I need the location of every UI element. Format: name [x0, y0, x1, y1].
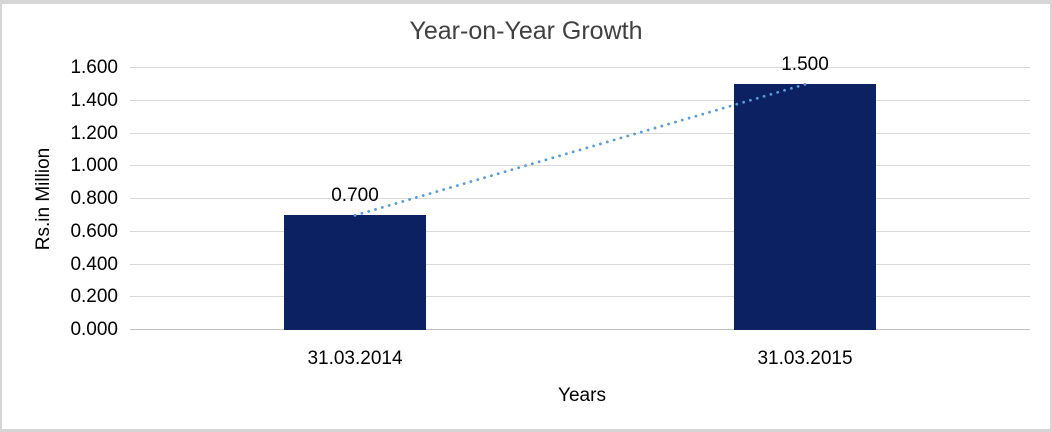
y-tick-label: 0.800: [70, 188, 118, 209]
x-tick-label: 31.03.2014: [307, 348, 403, 369]
bar-31.03.2014: [284, 215, 426, 330]
gridline: [130, 165, 1030, 167]
y-tick-label: 0.400: [70, 253, 118, 275]
gridline: [130, 230, 1030, 232]
y-tick-label: 0.200: [70, 286, 118, 308]
x-axis-line: [130, 329, 1030, 330]
y-tick-label: 0.000: [70, 319, 118, 340]
y-tick-label: 1.600: [70, 57, 118, 78]
bar-31.03.2015: [734, 84, 876, 330]
y-tick-label: 1.000: [70, 155, 118, 177]
y-tick-label: 1.200: [70, 122, 118, 144]
data-label: 1.500: [781, 54, 829, 75]
gridline: [130, 296, 1030, 298]
chart-title: Year-on-Year Growth: [409, 17, 643, 45]
x-tick-label: 31.03.2015: [757, 348, 853, 369]
gridline: [130, 67, 1030, 68]
data-label: 0.700: [331, 185, 379, 206]
y-tick-label: 1.400: [70, 89, 118, 111]
plot-area: 0.700 1.500: [130, 54, 1030, 330]
gridline: [130, 132, 1030, 134]
gridline: [130, 263, 1030, 265]
x-axis-title: Years: [558, 385, 606, 406]
trendline: [353, 82, 807, 217]
y-tick-label: 0.600: [70, 220, 118, 242]
gridline: [130, 198, 1030, 199]
trendline-path: [353, 82, 807, 217]
gridline: [130, 99, 1030, 101]
